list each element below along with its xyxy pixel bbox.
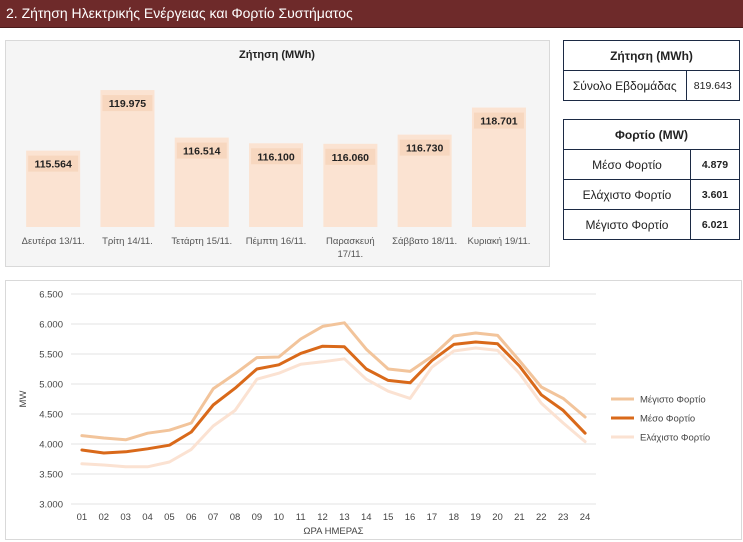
avg-load-value: 4.879 [689,149,741,180]
x-tick-label: 18 [449,512,460,523]
x-tick-label: 24 [580,512,591,523]
max-load-line [80,321,587,442]
x-tick-label: 16 [405,512,416,523]
bar-category-label: Πέμπτη 16/11. [246,236,307,247]
bar-label-bg [28,155,79,172]
min-load-label: Ελάχιστο Φορτίο [563,179,691,210]
weekly-total-value: 819.643 [685,70,741,101]
x-tick-label: 23 [558,512,569,523]
bar-category-label: Τετάρτη 15/11. [171,236,232,247]
x-tick-label: 13 [339,512,350,523]
bar-category-label: Τρίτη 14/11. [102,236,153,247]
x-tick-label: 11 [296,512,306,523]
weekly-demand-header: Ζήτηση (MWh) [563,40,740,71]
bar-label-bg [473,112,524,129]
y-tick-label: 3.000 [39,500,63,511]
bar-data-label: 116.730 [406,143,444,155]
hourly-load-line-chart-svg: 3.000 3.500 4.000 4.500 5.000 5.500 6.000 6.500… [18,290,710,538]
y-tick-label: 5.000 [39,380,63,391]
demand-bar [100,90,155,227]
x-tick-label: 10 [274,512,285,523]
bar-data-label: 118.701 [480,116,518,128]
table-row: Μέγιστο Φορτίο 6.021 [563,209,741,240]
table-row: Μέσο Φορτίο 4.879 [563,149,741,180]
y-tick-label: 4.500 [39,410,63,421]
x-tick-label: 17 [427,512,438,523]
weekly-demand-table: Ζήτηση (MWh) Σύνολο Εβδομάδας 819.643 [563,40,741,101]
y-axis-title: MW [18,391,29,408]
min-load-line [80,346,587,469]
max-load-value: 6.021 [689,209,741,240]
bar-label-bg [251,148,302,165]
x-tick-label: 06 [186,512,197,523]
bar-label-bg [102,95,153,112]
x-tick-label: 09 [252,512,263,523]
x-tick-label: 04 [142,512,153,523]
x-tick-label: 03 [120,512,131,523]
y-tick-label: 6.500 [39,290,63,301]
table-row: Ελάχιστο Φορτίο 3.601 [563,179,741,210]
bar-chart-title: Ζήτηση (MWh) [239,49,315,61]
y-tick-label: 4.000 [39,440,63,451]
x-tick-label: 14 [361,512,372,523]
bar-label-bg [325,148,376,165]
bar-data-label: 116.060 [332,152,370,164]
y-tick-label: 3.500 [39,470,63,481]
x-tick-label: 12 [317,512,328,523]
legend-label: Μέσο Φορτίο [640,414,695,425]
table-row: Σύνολο Εβδομάδας 819.643 [563,70,741,101]
section-title: 2. Ζήτηση Ηλεκτρικής Ενέργειας και Φορτί… [6,5,353,21]
bar-category-label: Δευτέρα 13/11. [22,236,85,247]
system-load-table: Φορτίο (MW) Μέσο Φορτίο 4.879 Ελάχιστο Φ… [563,119,741,240]
bar-data-label: 115.564 [34,159,72,171]
x-tick-label: 05 [164,512,175,523]
x-axis-title: ΩΡΑ ΗΜΕΡΑΣ [303,526,363,537]
bar-label-bg [399,139,450,156]
x-tick-label: 22 [536,512,547,523]
legend-label: Ελάχιστο Φορτίο [640,433,710,444]
system-load-header: Φορτίο (MW) [563,119,740,150]
x-tick-label: 08 [230,512,241,523]
section-header: 2. Ζήτηση Ηλεκτρικής Ενέργειας και Φορτί… [0,0,743,28]
bar-data-label: 116.514 [183,146,221,158]
weekly-total-label: Σύνολο Εβδομάδας [563,70,687,101]
hourly-load-line-chart: 3.000 3.500 4.000 4.500 5.000 5.500 6.000 6.500… [5,280,742,540]
x-tick-label: 15 [383,512,394,523]
bar-data-label: 119.975 [109,98,147,110]
bar-data-label: 116.100 [257,151,295,163]
y-tick-label: 6.000 [39,320,63,331]
bar-category-label: 17/11. [337,249,363,260]
demand-bar-chart: Ζήτηση (MWh) 115.564 Δευτέρα 13/11. 119.975… [5,40,550,267]
x-tick-label: 19 [470,512,481,523]
max-load-label: Μέγιστο Φορτίο [563,209,691,240]
x-tick-label: 20 [492,512,503,523]
avg-load-label: Μέσο Φορτίο [563,149,691,180]
y-tick-label: 5.500 [39,350,63,361]
bar-category-label: Κυριακή 19/11. [467,236,530,247]
bar-category-label: Παρασκευή [326,236,375,247]
bar-label-bg [176,142,227,159]
x-tick-label: 01 [77,512,88,523]
bar-category-label: Σάββατο 18/11. [392,236,457,247]
x-tick-label: 02 [99,512,110,523]
legend-label: Μέγιστο Φορτίο [640,395,706,406]
x-tick-label: 21 [514,512,525,523]
demand-bar-chart-svg: Ζήτηση (MWh) 115.564 Δευτέρα 13/11. 119.975… [22,49,531,260]
avg-load-line [80,340,587,455]
min-load-value: 3.601 [689,179,741,210]
x-tick-label: 07 [208,512,219,523]
